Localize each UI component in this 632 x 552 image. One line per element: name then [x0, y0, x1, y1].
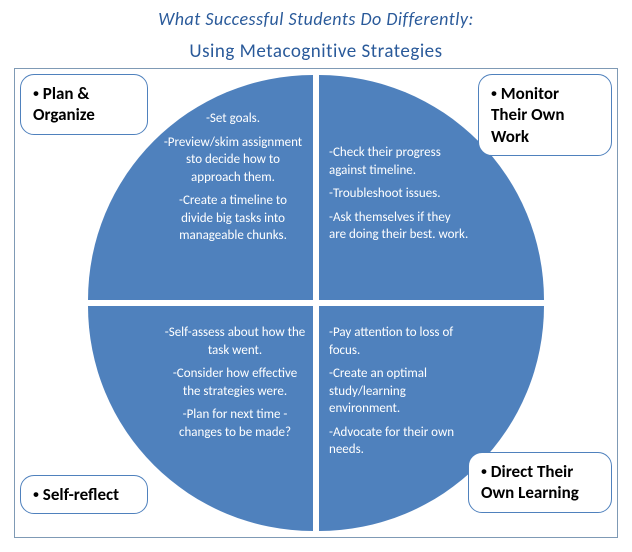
quadrant-tr-text: -Check their progress against timeline. …	[329, 138, 469, 250]
corner-bl-label: Self-reflect	[43, 484, 119, 505]
tl-line: -Set goals.	[162, 110, 304, 128]
tr-line: -Check their progress against timeline.	[329, 144, 469, 179]
title-line-2: Using Metacognitive Strategies	[0, 30, 632, 69]
br-line: -Advocate for their own needs.	[329, 424, 469, 459]
corner-tr: • Monitor Their Own Work	[478, 74, 612, 156]
bullet-icon: •	[491, 84, 497, 103]
bullet-icon: •	[33, 485, 39, 504]
corner-tr-label: Monitor Their Own Work	[491, 83, 564, 147]
corner-tl: • Plan & Organize	[20, 74, 148, 135]
bl-line: -Plan for next time - changes to be made…	[164, 406, 306, 441]
bullet-icon: •	[33, 84, 39, 103]
bullet-icon: •	[481, 462, 487, 481]
corner-bl: • Self-reflect	[20, 475, 148, 514]
quadrant-br-text: -Pay attention to loss of focus. -Create…	[329, 318, 469, 465]
bl-line: -Self-assess about how the task went.	[164, 324, 306, 359]
corner-br: • Direct Their Own Learning	[468, 452, 612, 513]
br-line: -Pay attention to loss of focus.	[329, 324, 469, 359]
title-line-1: What Successful Students Do Differently:	[0, 0, 632, 30]
tr-line: -Ask themselves if they are doing their …	[329, 209, 469, 244]
tl-line: -Create a timeline to divide big tasks i…	[162, 192, 304, 245]
quadrant-bl-text: -Self-assess about how the task went. -C…	[164, 318, 306, 447]
tr-line: -Troubleshoot issues.	[329, 185, 469, 203]
tl-line: -Preview/skim assignment sto decide how …	[162, 134, 304, 187]
br-line: -Create an optimal study/learning enviro…	[329, 365, 469, 418]
quadrant-tl-text: -Set goals. -Preview/skim assignment sto…	[162, 104, 304, 251]
bl-line: -Consider how effective the strategies w…	[164, 365, 306, 400]
corner-br-label: Direct Their Own Learning	[481, 461, 579, 503]
corner-tl-label: Plan & Organize	[33, 83, 95, 125]
